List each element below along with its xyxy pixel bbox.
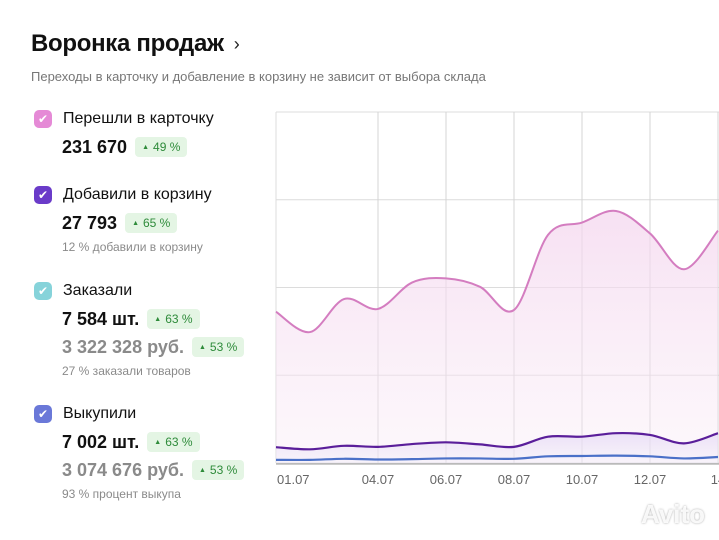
change-badge: ▲ 63 % [147,432,200,452]
arrow-up-icon: ▲ [132,219,139,227]
subtitle: Переходы в карточку и добавление в корзи… [31,69,486,84]
chevron-right-icon: › [233,33,240,54]
metric-note: 12 % добавили в корзину [62,240,203,254]
checkbox-orders[interactable]: ✔ [34,282,52,300]
metric-card-buyouts: ✔ Выкупили 7 002 шт. ▲ 63 % 3 074 676 руб. ▲… [34,400,245,504]
x-tick-label: 12.07 [634,472,667,487]
arrow-up-icon: ▲ [154,438,162,446]
x-tick-label: 14 [711,472,719,487]
metric-value: 27 793 [62,212,118,233]
metric-value: 7 584 шт. [62,308,140,329]
arrow-up-icon: ▲ [198,466,206,474]
metric-label: Перешли в карточку [63,110,214,127]
change-text: 63 % [165,312,193,326]
checkbox-buyouts[interactable]: ✔ [34,405,52,423]
page-title[interactable]: Воронка продаж › [31,30,240,58]
metric-note: 27 % заказали товаров [62,364,191,378]
change-text: 53 % [209,463,238,477]
checkbox-cart[interactable]: ✔ [34,186,52,204]
metric-card-views: ✔ Перешли в карточку 231 670 ▲ 49 % [34,105,214,161]
series-area-0 [276,210,718,463]
change-text: 49 % [153,140,181,154]
metric-value: 7 002 шт. [62,431,140,452]
change-text: 63 % [165,435,193,449]
metric-value-rub: 3 322 328 руб. [62,336,184,357]
series-line-0 [275,209,719,334]
metric-note: 93 % процент выкупа [62,487,181,501]
change-badge: ▲ 53 % [191,337,245,357]
change-text: 65 % [143,216,171,230]
series-line-2 [275,454,719,462]
metric-value: 231 670 [62,136,128,157]
arrow-up-icon: ▲ [154,315,162,323]
metric-value-rub: 3 074 676 руб. [62,459,184,480]
metric-card-orders: ✔ Заказали 7 584 шт. ▲ 63 % 3 322 328 руб. ▲… [34,277,245,381]
checkbox-views[interactable]: ✔ [34,110,52,128]
avito-watermark: Avito [640,499,705,529]
change-text: 53 % [209,340,238,354]
metric-label: Добавили в корзину [63,186,212,203]
x-tick-label: 06.07 [430,472,463,487]
change-badge: ▲ 65 % [125,213,178,233]
metric-label: Заказали [63,282,133,299]
x-tick-label: 08.07 [498,472,531,487]
metric-label: Выкупили [63,405,137,422]
arrow-up-icon: ▲ [198,343,206,351]
title-text: Воронка продаж [31,30,224,57]
x-tick-label: 04.07 [362,472,395,487]
arrow-up-icon: ▲ [142,143,150,151]
change-badge: ▲ 49 % [135,137,188,157]
series-line-1 [275,431,719,451]
change-badge: ▲ 53 % [191,460,245,480]
metric-card-cart: ✔ Добавили в корзину 27 793 ▲ 65 % 12 % доб… [34,181,212,257]
x-tick-label: 01.07 [277,472,310,487]
x-tick-label: 10.07 [566,472,599,487]
change-badge: ▲ 63 % [147,309,200,329]
